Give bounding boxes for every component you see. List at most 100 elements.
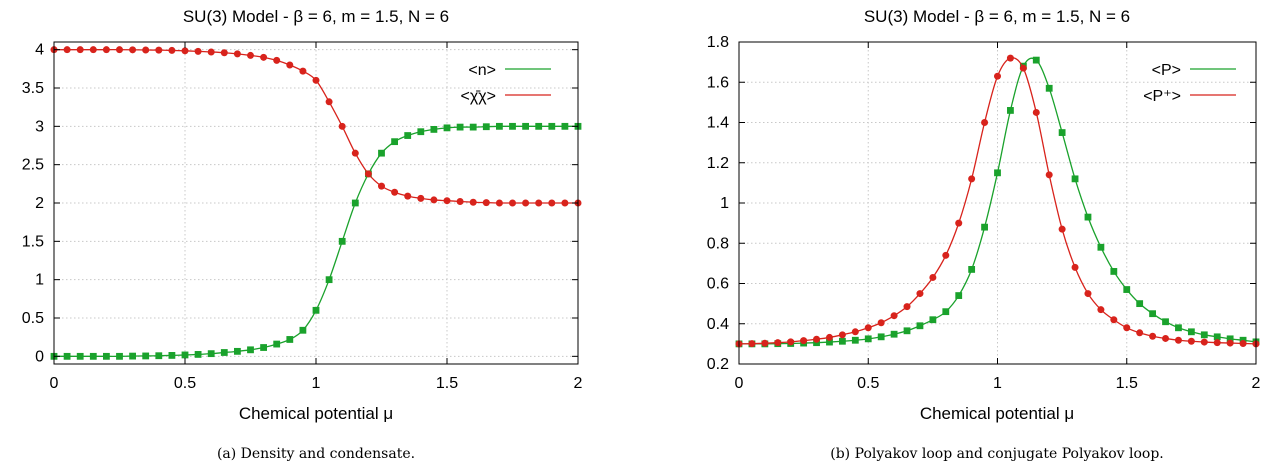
data-point	[955, 219, 963, 227]
data-point	[102, 46, 110, 54]
caption: (b) Polyakov loop and conjugate Polyakov…	[830, 446, 1164, 462]
data-point	[325, 276, 333, 284]
data-point	[851, 336, 859, 344]
data-point	[1006, 54, 1014, 62]
data-point	[207, 48, 215, 56]
data-point	[1200, 331, 1208, 339]
data-point	[181, 47, 189, 55]
data-point	[826, 338, 833, 346]
data-point	[1097, 243, 1105, 251]
data-point	[509, 122, 516, 130]
data-point	[1226, 335, 1234, 343]
data-point	[469, 123, 477, 131]
data-point	[116, 46, 123, 54]
y-tick-label: 1.5	[22, 233, 44, 250]
data-point	[273, 56, 281, 64]
data-point	[890, 312, 898, 320]
data-point	[312, 306, 320, 314]
data-point	[312, 76, 320, 84]
data-point	[89, 46, 97, 54]
data-point	[1097, 306, 1105, 314]
data-point	[864, 324, 872, 332]
x-axis-label: Chemical potential μ	[920, 404, 1074, 423]
data-point	[103, 352, 110, 360]
y-tick-label: 0.2	[707, 356, 729, 373]
data-point	[787, 338, 795, 346]
data-point	[233, 50, 241, 58]
x-tick-label: 1.5	[436, 375, 458, 392]
data-point	[495, 199, 503, 207]
data-point	[535, 199, 543, 207]
y-tick-label: 0.4	[707, 316, 729, 333]
data-point	[247, 346, 254, 354]
data-point	[561, 122, 569, 130]
data-point	[1213, 339, 1221, 347]
data-point	[456, 123, 464, 131]
data-point	[142, 46, 150, 54]
data-point	[273, 340, 281, 348]
x-tick-label: 0.5	[857, 375, 879, 392]
x-tick-label: 0	[50, 375, 59, 392]
data-point	[142, 352, 150, 360]
data-point	[417, 194, 425, 202]
series-green	[50, 122, 582, 360]
data-point	[482, 123, 490, 131]
data-point	[981, 223, 988, 231]
data-point	[430, 126, 438, 133]
legend: <P> <P⁺>	[1143, 62, 1236, 105]
legend-label-p: <P>	[1152, 62, 1181, 79]
data-point	[129, 352, 136, 360]
data-point	[1213, 333, 1221, 341]
data-point	[994, 169, 1001, 177]
data-point	[903, 327, 911, 335]
data-point	[942, 251, 950, 259]
data-point	[469, 198, 477, 206]
data-point	[509, 199, 516, 207]
y-tick-label: 1	[35, 272, 44, 289]
data-point	[1239, 339, 1247, 347]
data-point	[63, 352, 71, 360]
data-point	[404, 132, 412, 139]
chart-panel-density: SU(3) Model - β = 6, m = 1.5, N = 6 0 0.5…	[22, 7, 583, 462]
data-point	[338, 237, 346, 245]
data-point	[207, 350, 215, 358]
data-point	[286, 336, 294, 343]
data-point	[116, 352, 123, 360]
data-point	[1032, 56, 1040, 64]
data-point	[522, 122, 529, 130]
data-point	[456, 197, 464, 205]
series-layer	[50, 46, 582, 360]
data-point	[1123, 286, 1131, 293]
data-point	[404, 192, 412, 200]
data-point	[877, 333, 885, 341]
data-point	[548, 122, 556, 130]
data-point	[838, 331, 846, 339]
y-tick-label: 1.2	[707, 155, 729, 172]
data-point	[1058, 129, 1066, 136]
data-point	[1162, 318, 1169, 326]
x-tick-label: 1	[312, 375, 321, 392]
data-point	[1045, 171, 1053, 179]
series-red	[50, 46, 582, 207]
data-point	[220, 49, 228, 57]
data-point	[1019, 64, 1027, 72]
y-tick-label: 0	[35, 348, 44, 365]
data-point	[63, 46, 71, 54]
data-point	[234, 347, 241, 355]
data-point	[981, 119, 989, 126]
data-point	[522, 199, 530, 207]
legend-label-n: <n>	[468, 62, 496, 79]
data-point	[220, 349, 228, 356]
data-point	[260, 53, 268, 61]
data-point	[1149, 310, 1156, 318]
data-point	[325, 98, 333, 106]
data-point	[535, 122, 543, 130]
data-point	[825, 333, 833, 341]
data-point	[942, 308, 950, 316]
data-point	[890, 330, 898, 338]
data-point	[391, 138, 398, 146]
legend: <n> <χ̄χ>	[461, 62, 551, 105]
data-point	[299, 326, 307, 334]
x-tick-label: 1.5	[1116, 375, 1138, 392]
data-point	[129, 46, 137, 54]
